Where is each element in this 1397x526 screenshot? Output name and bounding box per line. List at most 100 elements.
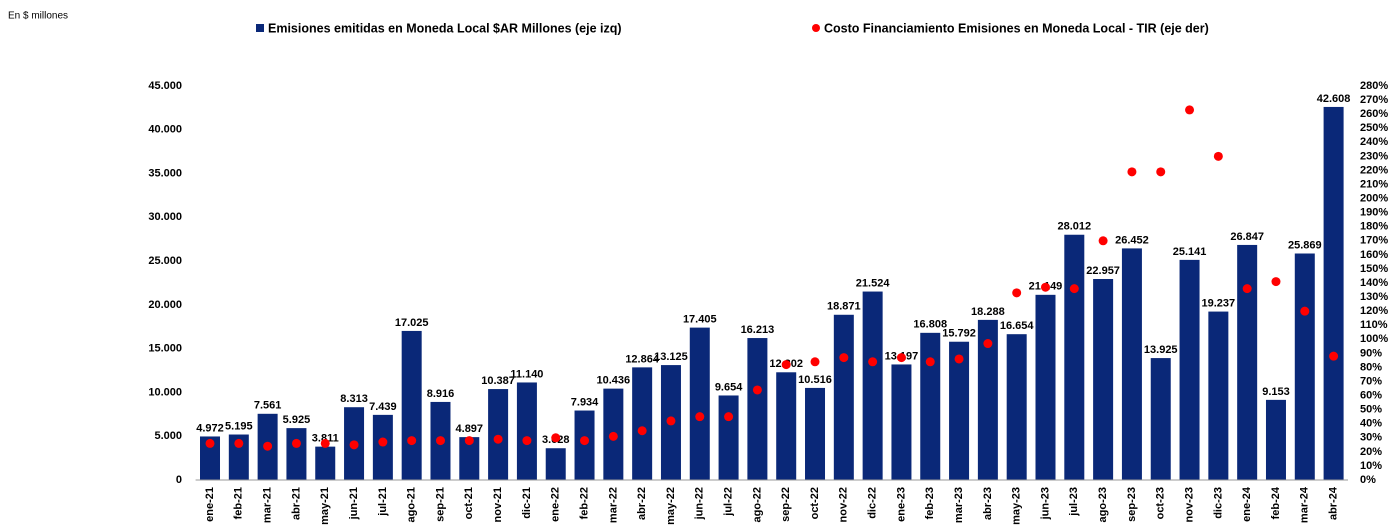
bar	[574, 410, 595, 480]
data-label: 16.213	[741, 324, 775, 336]
bar	[1006, 334, 1027, 480]
bar	[689, 327, 710, 480]
bar	[1323, 106, 1344, 480]
x-tick-label: may-22	[665, 487, 677, 525]
data-label: 19.237	[1202, 297, 1236, 309]
bar	[920, 332, 941, 480]
x-tick-label: mar-21	[262, 487, 274, 523]
data-label: 25.141	[1173, 246, 1207, 258]
dot	[896, 353, 906, 363]
x-tick-label: jul-23	[1068, 487, 1080, 517]
data-label: 7.439	[369, 401, 397, 413]
bar	[718, 395, 739, 480]
data-label: 10.516	[798, 374, 832, 386]
data-label: 21.524	[856, 277, 891, 289]
y2-tick-label: 170%	[1360, 235, 1388, 247]
data-label: 28.012	[1057, 221, 1091, 233]
y2-tick-label: 200%	[1360, 192, 1388, 204]
y2-tick-label: 30%	[1360, 432, 1382, 444]
bar	[1179, 259, 1200, 480]
bar	[488, 389, 509, 480]
y-tick-label: 5.000	[154, 430, 182, 442]
bar	[776, 372, 797, 480]
dot	[1185, 105, 1195, 115]
bar	[1093, 278, 1114, 480]
dot	[1040, 282, 1050, 292]
bar	[200, 436, 221, 480]
dot	[580, 436, 590, 446]
legend-label: Costo Financiamiento Emisiones en Moneda…	[824, 21, 1209, 35]
dot	[378, 437, 388, 447]
y2-tick-label: 230%	[1360, 150, 1388, 162]
dot	[868, 357, 878, 367]
bar	[516, 382, 537, 480]
data-label: 26.847	[1230, 231, 1264, 243]
dot	[1127, 167, 1137, 177]
y2-tick-label: 100%	[1360, 333, 1388, 345]
y2-tick-label: 10%	[1360, 460, 1382, 472]
dot	[954, 354, 964, 364]
dot	[1069, 284, 1079, 294]
dot	[435, 436, 445, 446]
data-label: 7.561	[254, 400, 282, 412]
bar	[949, 341, 970, 480]
x-tick-label: may-21	[319, 487, 331, 525]
bar	[1265, 399, 1286, 480]
dot	[752, 385, 762, 395]
data-label: 10.436	[597, 375, 631, 387]
x-tick-label: ene-21	[204, 487, 216, 522]
dot	[637, 426, 647, 436]
x-tick-label: feb-21	[233, 487, 245, 519]
data-label: 8.916	[427, 388, 455, 400]
data-label: 5.195	[225, 420, 253, 432]
data-label: 13.925	[1144, 344, 1178, 356]
x-tick-label: ago-22	[751, 487, 763, 522]
data-label: 16.808	[913, 319, 947, 331]
x-tick-label: nov-22	[838, 487, 850, 522]
dot	[839, 353, 849, 363]
dot	[551, 433, 561, 443]
dot	[1300, 306, 1310, 316]
dot	[983, 339, 993, 349]
data-label: 4.972	[196, 422, 224, 434]
x-tick-label: abr-23	[982, 487, 994, 520]
x-tick-label: ene-23	[895, 487, 907, 522]
y-tick-label: 15.000	[148, 343, 182, 355]
x-tick-label: ago-23	[1097, 487, 1109, 522]
x-tick-label: jul-22	[722, 487, 734, 517]
bar	[401, 330, 422, 480]
dot	[349, 440, 359, 450]
dot	[1242, 284, 1252, 294]
x-tick-label: dic-21	[521, 487, 533, 519]
dot	[205, 438, 215, 448]
y2-tick-label: 260%	[1360, 108, 1388, 120]
data-label: 9.153	[1262, 386, 1290, 398]
data-label: 13.125	[654, 351, 688, 363]
x-tick-label: jul-21	[377, 487, 389, 517]
bar	[286, 428, 307, 480]
x-tick-label: nov-23	[1183, 487, 1195, 522]
y-tick-label: 35.000	[148, 167, 182, 179]
data-label: 4.897	[456, 423, 484, 435]
bar	[545, 448, 566, 480]
x-tick-label: jun-21	[348, 487, 360, 520]
bar	[805, 387, 826, 480]
x-tick-label: mar-22	[607, 487, 619, 523]
y2-tick-label: 110%	[1360, 319, 1388, 331]
data-label: 42.608	[1317, 93, 1351, 105]
dot	[493, 434, 503, 444]
y2-tick-label: 280%	[1360, 80, 1388, 92]
x-tick-label: abr-24	[1328, 486, 1340, 520]
x-tick-label: abr-21	[290, 487, 302, 520]
y2-tick-label: 150%	[1360, 263, 1388, 275]
x-tick-label: mar-23	[953, 487, 965, 523]
y2-tick-label: 190%	[1360, 207, 1388, 219]
x-tick-label: dic-22	[867, 487, 879, 519]
y-tick-label: 10.000	[148, 386, 182, 398]
x-tick-label: mar-24	[1299, 486, 1311, 523]
y-tick-label: 0	[176, 474, 182, 486]
legend-swatch	[256, 24, 264, 32]
bar	[372, 414, 393, 480]
